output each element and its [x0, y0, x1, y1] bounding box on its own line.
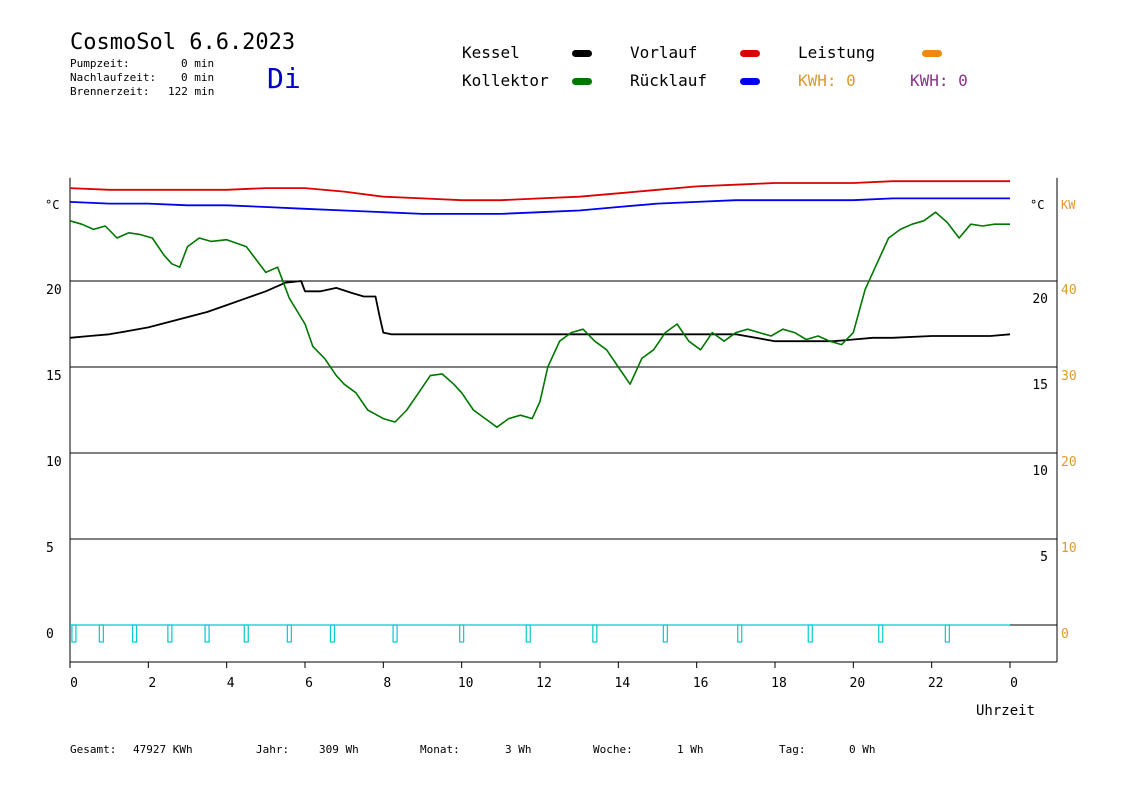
y-right-unit-temp: °C: [1030, 198, 1044, 212]
y-left-unit: °C: [45, 198, 59, 212]
axis-labels: 0 2 4 6 8 10 12 14 16 18 20 22 0 Uhrzeit 20 15 10 5 0 °C 20 1…: [45, 198, 1077, 719]
leistung-pulse: [944, 624, 950, 643]
legend-label-kollektor: Kollektor: [462, 71, 549, 90]
y-right-kw-tick-label: 40: [1061, 283, 1077, 298]
series-leistung: [70, 624, 1010, 643]
y-right-kw-tick-label: 20: [1061, 455, 1077, 470]
legend-swatch-ruecklauf: [740, 78, 760, 85]
x-tick-label: 8: [383, 676, 391, 691]
leistung-pulse: [132, 624, 138, 643]
x-axis-label: Uhrzeit: [976, 703, 1035, 719]
leistung-pulse: [737, 624, 743, 643]
leistung-pulse: [204, 624, 210, 643]
x-tick-label: 2: [148, 676, 156, 691]
footer-gesamt-value: 47927 KWh: [133, 743, 193, 756]
series-line-kollektor: [69, 211, 1010, 429]
leistung-pulse: [243, 624, 249, 643]
leistung-pulse: [459, 624, 465, 643]
kwh-orange: KWH: 0: [798, 71, 856, 90]
leistung-pulse: [807, 624, 813, 643]
x-tick-label: 4: [227, 676, 235, 691]
y-left-tick-label: 0: [46, 627, 54, 642]
x-tick-label: 10: [458, 676, 474, 691]
legend-swatch-kessel: [572, 50, 592, 57]
legend-swatch-vorlauf: [740, 50, 760, 57]
series-line-ruecklauf: [69, 197, 1010, 215]
stat-value-nachlaufzeit: 0 min: [181, 71, 215, 84]
stat-label-nachlaufzeit: Nachlaufzeit:: [70, 71, 157, 84]
x-tick-label: 12: [536, 676, 552, 691]
leistung-pulse: [98, 624, 104, 643]
leistung-pulse: [662, 624, 668, 643]
legend-label-kessel: Kessel: [462, 43, 520, 62]
kwh-purple: KWH: 0: [910, 71, 968, 90]
chart-title: CosmoSol 6.6.2023: [70, 30, 296, 55]
leistung-pulse: [167, 624, 173, 643]
x-tick-label: 20: [850, 676, 866, 691]
leistung-pulse: [878, 624, 884, 643]
footer-jahr-value: 309 Wh: [319, 743, 359, 756]
footer-gesamt-label: Gesamt:: [70, 743, 117, 756]
legend-swatch-kollektor: [572, 78, 592, 85]
x-tick-label: 6: [305, 676, 313, 691]
x-tick-label: 18: [771, 676, 787, 691]
footer-monat-value: 3 Wh: [505, 743, 532, 756]
leistung-pulse: [71, 624, 77, 643]
y-right-unit-kw: KW: [1061, 198, 1076, 212]
footer-woche-label: Woche:: [593, 743, 633, 756]
y-left-tick-label: 5: [46, 541, 54, 556]
series-line-kessel: [69, 280, 1011, 343]
chart-axes: [69, 177, 1058, 668]
y-left-tick-label: 15: [46, 369, 62, 384]
footer-jahr-label: Jahr:: [256, 743, 290, 756]
chart-series: [69, 180, 1011, 643]
stat-value-pumpzeit: 0 min: [181, 57, 215, 70]
x-tick-label: 0: [70, 676, 78, 691]
x-tick-label: 14: [615, 676, 631, 691]
y-right-kw-tick-label: 30: [1061, 369, 1077, 384]
x-tick-label: 0: [1010, 676, 1018, 691]
footer-monat-label: Monat:: [420, 743, 460, 756]
leistung-pulse: [329, 624, 336, 643]
leistung-pulse: [392, 624, 398, 643]
y-right-temp-tick-label: 20: [1032, 292, 1048, 307]
stat-label-pumpzeit: Pumpzeit:: [70, 57, 130, 70]
y-right-kw-tick-label: 10: [1061, 541, 1077, 556]
y-right-temp-tick-label: 5: [1040, 550, 1048, 565]
leistung-pulse: [592, 624, 598, 643]
legend-label-ruecklauf: Rücklauf: [630, 71, 708, 90]
y-right-temp-tick-label: 15: [1032, 378, 1048, 393]
leistung-pulse: [525, 624, 531, 643]
footer-woche-value: 1 Wh: [677, 743, 704, 756]
leistung-pulse: [286, 624, 292, 643]
legend-label-leistung: Leistung: [798, 43, 876, 62]
stat-label-brennerzeit: Brennerzeit:: [70, 85, 150, 98]
legend-label-vorlauf: Vorlauf: [630, 43, 698, 62]
x-tick-label: 16: [693, 676, 709, 691]
weekday-label: Di: [267, 62, 301, 95]
y-left-tick-label: 10: [46, 455, 62, 470]
y-right-kw-tick-label: 0: [1061, 627, 1069, 642]
y-right-temp-tick-label: 10: [1032, 464, 1048, 479]
series-line-vorlauf: [69, 180, 1010, 202]
footer-tag-label: Tag:: [779, 743, 806, 756]
grid-lines: [70, 280, 1057, 626]
footer-tag-value: 0 Wh: [849, 743, 876, 756]
legend-swatch-leistung: [922, 50, 942, 57]
x-tick-label: 22: [928, 676, 944, 691]
stat-value-brennerzeit: 122 min: [168, 85, 215, 98]
y-left-tick-label: 20: [46, 283, 62, 298]
